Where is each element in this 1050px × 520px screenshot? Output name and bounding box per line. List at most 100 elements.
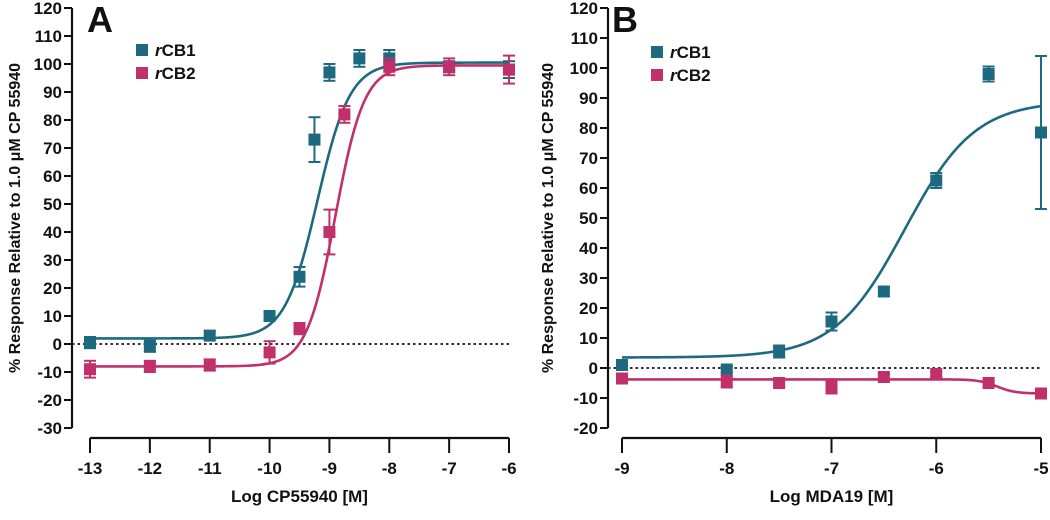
y-tick-label: 110	[35, 27, 62, 46]
legend-label-prefix: r	[155, 64, 163, 83]
x-tick-label: -8	[382, 459, 397, 478]
panel-label: A	[87, 0, 113, 40]
x-tick-label: -11	[198, 459, 222, 478]
data-point	[773, 345, 786, 358]
y-tick-label: 60	[43, 167, 62, 186]
data-point	[825, 315, 838, 328]
data-point	[84, 363, 96, 376]
data-point	[293, 322, 306, 335]
fit-curve	[90, 64, 509, 368]
y-tick-label: -20	[37, 391, 62, 410]
y-tick-label: 100	[34, 55, 62, 74]
panel-a: -30 -20 -10 0 10 20 30 40 50 60 70 80 90 100 110 120 -13…	[7, 0, 517, 506]
legend-label-prefix: r	[670, 66, 678, 85]
y-tick-label: 30	[579, 269, 598, 288]
data-point	[84, 336, 96, 349]
data-point	[1035, 387, 1047, 400]
data-point	[263, 346, 276, 359]
panel-label: B	[612, 0, 638, 40]
data-point	[338, 108, 351, 121]
legend-label-rest: CB2	[162, 64, 196, 83]
data-point	[143, 360, 156, 373]
data-point	[308, 133, 321, 146]
data-point	[930, 368, 943, 380]
y-tick-label: -20	[573, 419, 598, 438]
data-point	[323, 66, 336, 79]
y-tick-label: 40	[43, 223, 62, 242]
data-point	[323, 226, 336, 238]
y-tick-label: 0	[53, 335, 62, 354]
legend-label-rest: CB1	[162, 41, 196, 60]
x-tick-label: -9	[322, 459, 337, 478]
series-rcb1	[84, 49, 515, 353]
data-point	[503, 63, 515, 76]
legend-label-prefix: r	[155, 41, 163, 60]
y-tick-label: 110	[571, 29, 598, 48]
y-tick-label: 80	[579, 119, 598, 138]
data-point	[982, 68, 995, 80]
x-tick-label: -5	[1033, 459, 1048, 478]
legend-marker	[651, 69, 663, 81]
data-point	[203, 359, 216, 371]
legend-label: rCB2	[670, 66, 711, 85]
legend-marker	[136, 67, 148, 79]
y-tick-label: 10	[579, 329, 598, 348]
y-axis-title: % Response Relative to 1.0 μM CP 55940	[540, 63, 557, 373]
y-tick-label: 80	[43, 111, 62, 130]
data-point	[353, 52, 366, 65]
legend-marker	[136, 44, 148, 56]
data-point	[443, 60, 456, 73]
y-tick-label: 100	[570, 59, 598, 78]
x-axis-title: Log MDA19 [M]	[770, 487, 894, 506]
data-point	[825, 381, 838, 394]
legend-label-rest: CB1	[677, 43, 711, 62]
data-point	[877, 285, 890, 298]
y-tick-label: 50	[579, 209, 598, 228]
legend-label: rCB1	[670, 43, 711, 62]
data-point	[616, 359, 628, 371]
x-axis-title: Log CP55940 [M]	[231, 487, 368, 506]
legend-marker	[651, 46, 663, 58]
y-tick-label: 60	[579, 179, 598, 198]
data-point	[143, 340, 156, 353]
legend-label: rCB2	[155, 64, 196, 83]
y-tick-label: 50	[43, 195, 62, 214]
data-point	[982, 377, 995, 389]
series-rcb2	[84, 54, 515, 379]
y-tick-label: 90	[579, 89, 598, 108]
y-tick-label: 70	[43, 139, 62, 158]
data-point	[263, 310, 276, 322]
data-point	[720, 363, 733, 376]
data-point	[877, 371, 890, 383]
x-tick-label: -10	[257, 459, 282, 478]
x-tick-label: -12	[138, 459, 163, 478]
y-tick-label: 30	[43, 251, 62, 270]
legend-label-rest: CB2	[677, 66, 711, 85]
x-tick-label: -6	[501, 459, 516, 478]
x-tick-label: -13	[78, 459, 103, 478]
panel-b: -20 -10 0 10 20 30 40 50 60 70 80 90 100 110 120 -9 -8 -7…	[540, 0, 1049, 506]
x-tick-label: -7	[824, 459, 839, 478]
legend-label: rCB1	[155, 41, 196, 60]
y-tick-label: -10	[37, 363, 62, 382]
fit-curve	[622, 378, 1042, 395]
x-tick-label: -9	[614, 459, 629, 478]
x-tick-label: -7	[442, 459, 457, 478]
data-point	[1035, 126, 1047, 139]
y-tick-label: 120	[34, 0, 62, 18]
x-tick-label: -6	[929, 459, 944, 478]
data-point	[383, 60, 396, 73]
y-tick-label: 10	[43, 307, 62, 326]
data-point	[616, 372, 628, 385]
x-tick-label: -8	[719, 459, 734, 478]
series-rcb1	[616, 55, 1047, 376]
y-tick-label: 0	[589, 359, 598, 378]
y-tick-label: -10	[573, 389, 598, 408]
series-rcb2	[616, 368, 1047, 400]
y-tick-label: 90	[43, 83, 62, 102]
data-point	[293, 270, 306, 283]
data-point	[773, 377, 786, 389]
data-point	[720, 375, 733, 388]
